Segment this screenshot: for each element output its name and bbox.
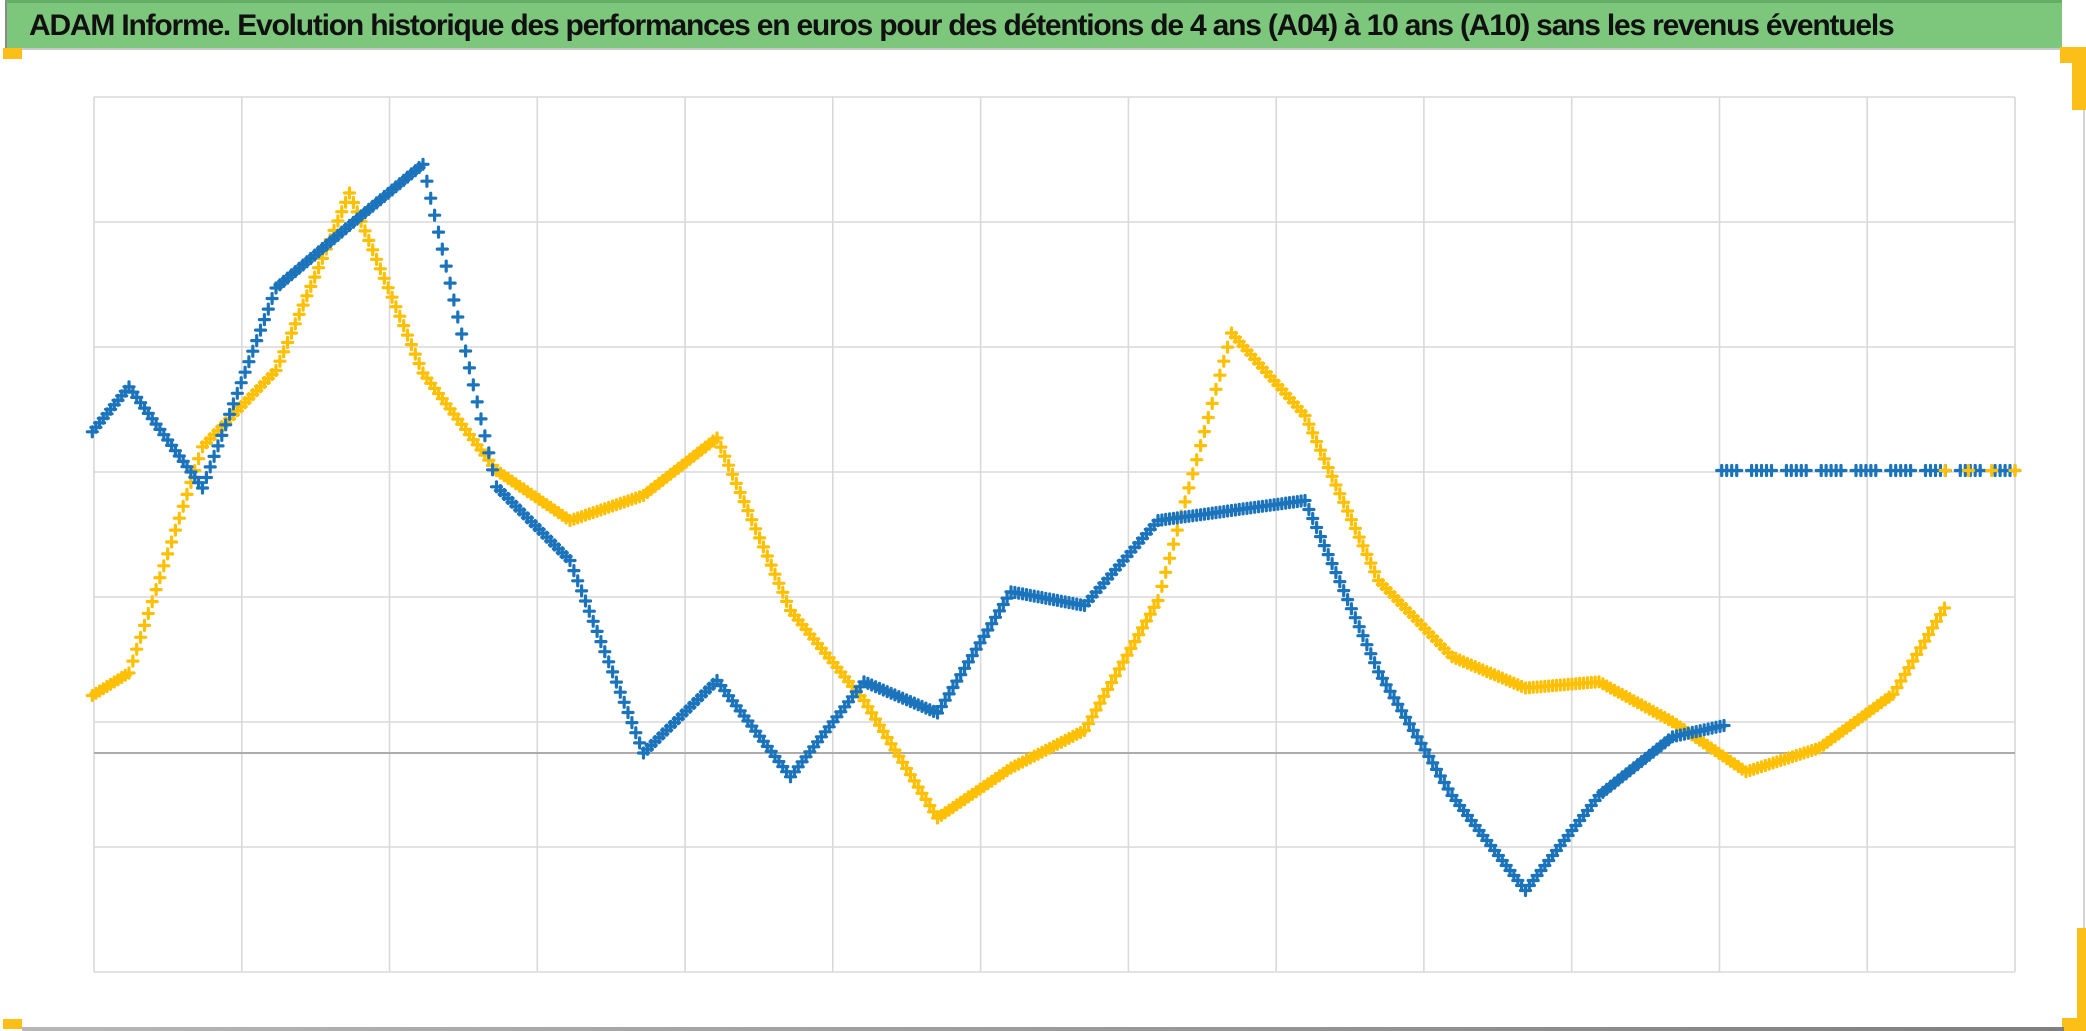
- yellow-tick-top-left-icon: [3, 48, 22, 59]
- blue-series-line[interactable]: [85, 157, 1731, 898]
- yellow-flat-segment[interactable]: [1938, 463, 2022, 478]
- yellow-series-line[interactable]: [85, 186, 1952, 825]
- yellow-corner-bottom-right-icon: [2077, 928, 2086, 1031]
- title-bar: ADAM Informe. Evolution historique des p…: [5, 0, 2062, 50]
- window-bottom-edge: [22, 1027, 2064, 1031]
- yellow-corner-bottom-right-icon: [2062, 1018, 2086, 1031]
- yellow-tick-bottom-left-icon: [3, 1019, 22, 1029]
- window-right-edge: [2083, 110, 2085, 930]
- yellow-corner-top-right-icon: [2072, 47, 2086, 110]
- gridlines: [93, 96, 2016, 973]
- chart-title: ADAM Informe. Evolution historique des p…: [29, 8, 1895, 42]
